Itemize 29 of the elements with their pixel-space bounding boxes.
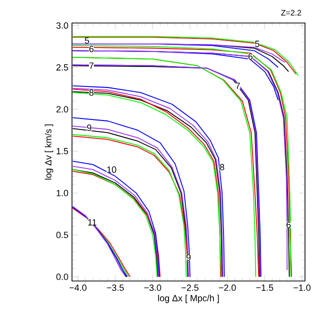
annotation: 7 bbox=[89, 62, 94, 69]
y-axis-title: log Δv [ km/s ] bbox=[44, 124, 54, 180]
x-tick-label: −1.0 bbox=[294, 284, 311, 291]
annotation: 9 bbox=[87, 124, 92, 131]
y-tick-label: 1.5 bbox=[56, 148, 68, 154]
y-tick-label: 0.5 bbox=[56, 232, 68, 238]
annotation: 8 bbox=[89, 89, 94, 96]
annotation: 6 bbox=[248, 53, 253, 60]
annotation: 6 bbox=[89, 46, 94, 52]
x-tick-label: −3.0 bbox=[144, 284, 162, 291]
annotation: 11 bbox=[88, 219, 96, 226]
x-tick-label: −3.5 bbox=[106, 284, 124, 291]
annotation: 6 bbox=[286, 222, 291, 228]
y-tick-label: 1.0 bbox=[56, 190, 68, 196]
y-tick-label: 0.0 bbox=[56, 274, 68, 280]
annotation: 5 bbox=[84, 37, 90, 44]
x-axis-title: log Δx [ Mpc/h ] bbox=[158, 294, 219, 304]
y-tick-label: 3.0 bbox=[56, 22, 68, 29]
x-tick-label: −2.5 bbox=[182, 284, 198, 291]
y-tick-label: 2.0 bbox=[56, 106, 68, 112]
annotation: 10 bbox=[107, 166, 116, 173]
x-tick-label: −2.0 bbox=[218, 284, 236, 291]
x-tick-label: −1.5 bbox=[256, 284, 274, 291]
y-tick-label: 2.5 bbox=[56, 64, 68, 71]
annotation: 5 bbox=[255, 40, 260, 48]
annotation: 8 bbox=[220, 164, 224, 170]
annotation: 7 bbox=[236, 82, 240, 89]
x-tick-label: −4.0 bbox=[70, 284, 86, 291]
annotation: 9 bbox=[186, 254, 191, 261]
